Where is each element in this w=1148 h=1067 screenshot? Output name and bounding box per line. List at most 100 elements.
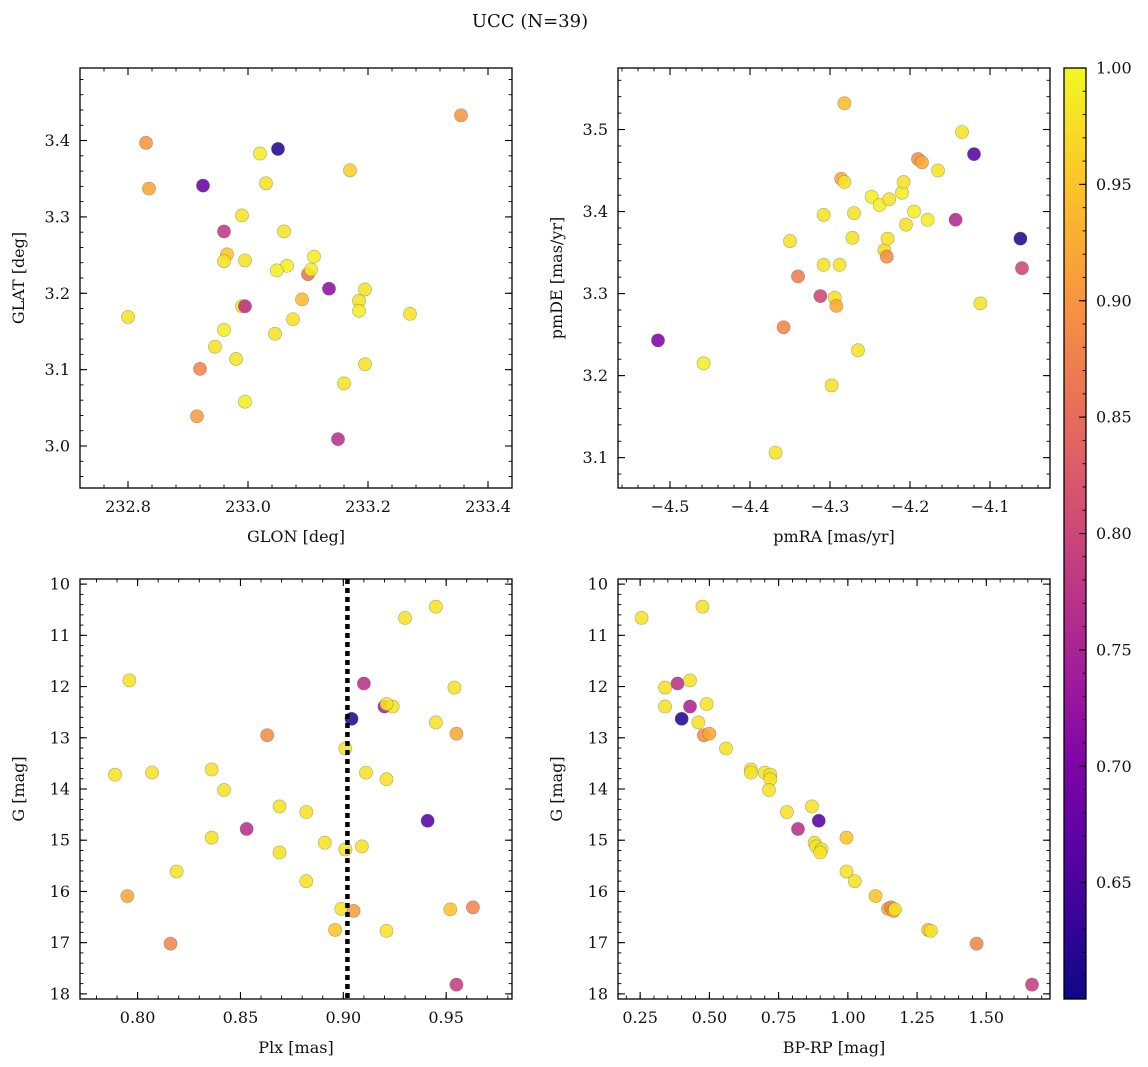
y-axis-label: G [mag] <box>547 756 566 821</box>
x-tick-label: 0.85 <box>223 1008 259 1027</box>
x-tick-label: −4.4 <box>731 497 770 516</box>
scatter-points <box>121 108 468 447</box>
scatter-point <box>744 765 758 780</box>
y-tick-label: 10 <box>588 575 608 594</box>
scatter-point <box>1013 231 1028 246</box>
scatter-point <box>768 445 783 460</box>
scatter-point <box>955 125 969 139</box>
scatter-point <box>651 333 665 348</box>
scatter-point <box>238 394 252 409</box>
scatter-point <box>253 146 267 161</box>
scatter-point <box>839 864 854 879</box>
colorbar-tick-label: 0.85 <box>1096 408 1132 427</box>
scatter-points <box>634 599 1039 992</box>
x-tick-label: 0.50 <box>692 1008 728 1027</box>
y-tick-label: 3.4 <box>45 131 70 150</box>
scatter-point <box>804 799 819 814</box>
scatter-point <box>948 212 963 227</box>
y-tick-label: 3.3 <box>583 284 608 303</box>
scatter-point <box>331 432 345 447</box>
scatter-point <box>139 135 153 150</box>
scatter-point <box>163 936 178 951</box>
scatter-point <box>824 378 839 393</box>
scatter-point <box>122 673 137 688</box>
y-axis-label: G [mag] <box>9 756 28 821</box>
x-axis-label: GLON [deg] <box>247 527 345 546</box>
x-tick-label: 233.2 <box>345 497 391 516</box>
scatter-point <box>299 874 314 889</box>
scatter-point <box>1015 261 1029 276</box>
scatter-point <box>466 900 480 915</box>
y-tick-label: 18 <box>588 984 608 1003</box>
scatter-point <box>907 204 921 219</box>
scatter-point <box>359 765 373 780</box>
scatter-point <box>420 813 435 828</box>
scatter-point <box>229 352 243 366</box>
plot-frame <box>617 578 1051 1000</box>
y-tick-label: 13 <box>588 728 608 747</box>
scatter-point <box>120 889 135 903</box>
scatter-point <box>204 830 219 845</box>
scatter-point <box>358 282 372 297</box>
y-tick-label: 11 <box>588 626 608 645</box>
panel-glon-glat: 232.8 233.0 233.2 233.4 3.0 3.1 3.2 3.3 3.4 GLON … <box>9 67 513 546</box>
scatter-point <box>268 326 282 341</box>
x-tick-label: −4.2 <box>891 497 930 516</box>
scatter-point <box>816 257 831 272</box>
scatter-point <box>931 163 945 178</box>
scatter-point <box>851 343 865 358</box>
scatter-point <box>204 762 219 777</box>
scatter-point <box>888 902 902 917</box>
scatter-point <box>121 310 135 324</box>
y-tick-label: 14 <box>50 780 70 799</box>
x-tick-label: −4.5 <box>651 497 690 516</box>
scatter-point <box>307 249 321 264</box>
x-tick-label: 0.80 <box>120 1008 156 1027</box>
scatter-point <box>343 163 357 178</box>
x-tick-label: −4.3 <box>811 497 850 516</box>
scatter-point <box>259 176 273 191</box>
scatter-point <box>658 680 672 695</box>
scatter-point <box>816 207 831 222</box>
scatter-point <box>208 339 222 354</box>
y-tick-label: 3.4 <box>583 202 608 221</box>
scatter-point <box>915 155 929 170</box>
panel-plx-g: 0.80 0.85 0.90 0.95 10 11 12 13 14 15 16 17 18 Plx [m… <box>9 575 513 1057</box>
colorbar-tick-label: 0.70 <box>1096 757 1132 776</box>
scatter-point <box>791 269 805 284</box>
scatter-point <box>811 813 826 828</box>
scatter-point <box>169 864 184 879</box>
scatter-point <box>269 263 284 278</box>
scatter-point <box>449 977 464 992</box>
scatter-point <box>238 299 252 314</box>
scatter-point <box>428 715 443 730</box>
y-tick-label: 17 <box>50 933 70 952</box>
scatter-point <box>346 904 361 918</box>
scatter-point <box>683 673 697 688</box>
scatter-point <box>864 189 879 204</box>
scatter-point <box>634 611 649 625</box>
scatter-point <box>973 296 988 311</box>
panel-bprp-g: 0.25 0.50 0.75 1.00 1.25 1.50 10 11 12 13 14 15 16 17… <box>547 575 1051 1057</box>
scatter-point <box>398 611 412 625</box>
scatter-point <box>832 257 847 272</box>
scatter-point <box>896 175 911 189</box>
y-tick-label: 3.5 <box>583 120 608 139</box>
x-tick-label: 233.4 <box>465 497 511 516</box>
scatter-point <box>217 254 231 269</box>
scatter-point <box>839 830 854 845</box>
scatter-point <box>403 306 417 321</box>
colorbar: 0.65 0.70 0.75 0.80 0.85 0.90 0.95 1.00 <box>1063 59 1132 1000</box>
scatter-point <box>791 822 805 836</box>
scatter-point <box>196 178 210 193</box>
scatter-point <box>239 822 254 836</box>
scatter-point <box>762 783 776 797</box>
y-tick-label: 14 <box>588 780 608 799</box>
scatter-point <box>272 799 287 814</box>
scatter-point <box>879 249 894 264</box>
scatter-point <box>145 765 159 780</box>
scatter-point <box>379 772 394 787</box>
scatter-point <box>699 697 714 711</box>
scatter-point <box>271 142 285 156</box>
colorbar-tick-label: 0.80 <box>1096 524 1132 543</box>
